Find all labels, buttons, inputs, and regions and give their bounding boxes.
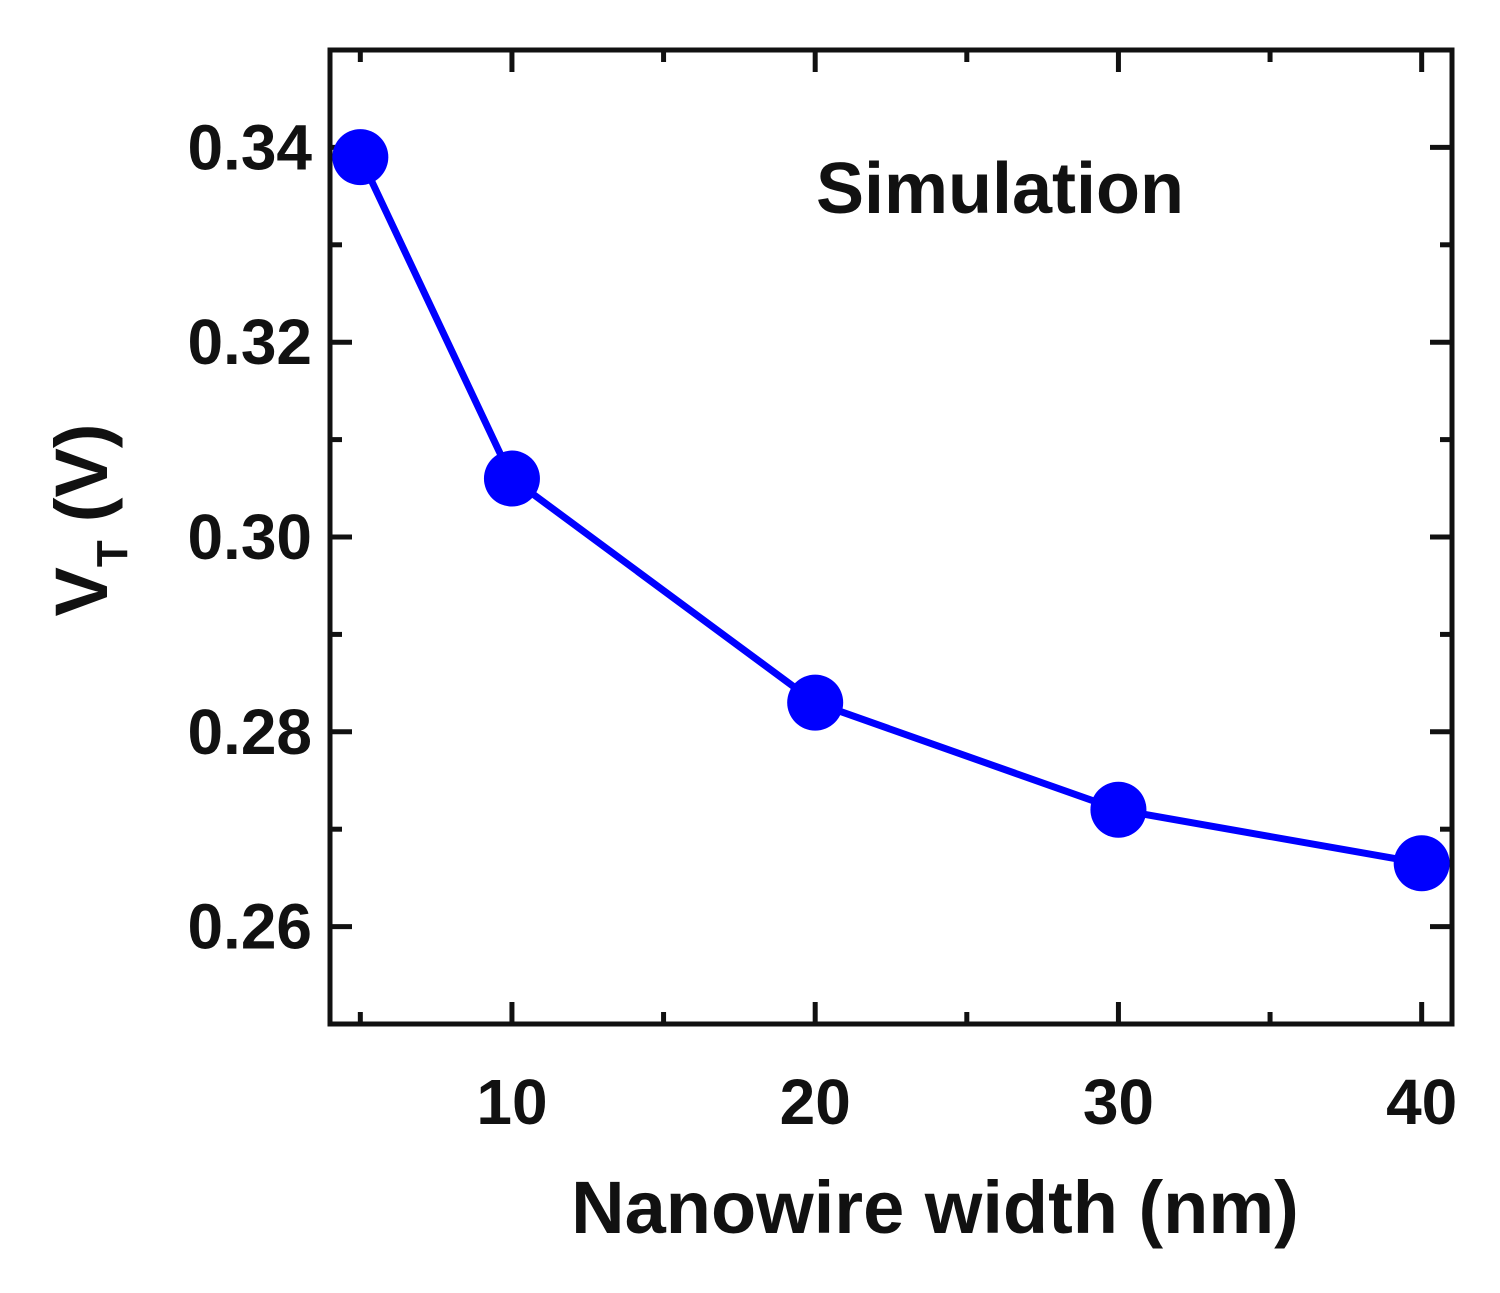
x-tick-label: 20	[780, 1066, 851, 1138]
y-tick-label: 0.26	[187, 891, 312, 963]
x-tick-label: 40	[1386, 1066, 1457, 1138]
y-axis-label-subscript: T	[88, 540, 137, 567]
series-layer	[332, 129, 1450, 892]
y-axis-label-main: V	[40, 567, 123, 616]
svg-text:VT(V): VT (V)	[40, 424, 137, 617]
y-tick-label: 0.30	[187, 501, 312, 573]
data-point	[1393, 835, 1450, 892]
simulation-annotation: Simulation	[816, 149, 1184, 229]
x-tick-label: 10	[476, 1066, 547, 1138]
y-axis-label-unit: (V)	[40, 424, 123, 523]
x-axis-label: Nanowire width (nm)	[571, 1166, 1299, 1249]
x-tick-label: 30	[1083, 1066, 1154, 1138]
data-point	[332, 129, 389, 186]
series-line	[357, 155, 1423, 867]
y-tick-label: 0.32	[187, 306, 312, 378]
y-axis-label: VT (V)	[40, 424, 137, 617]
y-tick-label: 0.34	[187, 111, 312, 183]
y-tick-label: 0.28	[187, 696, 312, 768]
data-point	[787, 674, 844, 731]
data-point	[1090, 781, 1147, 838]
data-point	[483, 450, 540, 507]
axis-tick-labels: 10 20 30 40 0.26 0.28 0.30 0.32 0.34	[187, 111, 1457, 1138]
axis-ticks	[330, 50, 1452, 1024]
